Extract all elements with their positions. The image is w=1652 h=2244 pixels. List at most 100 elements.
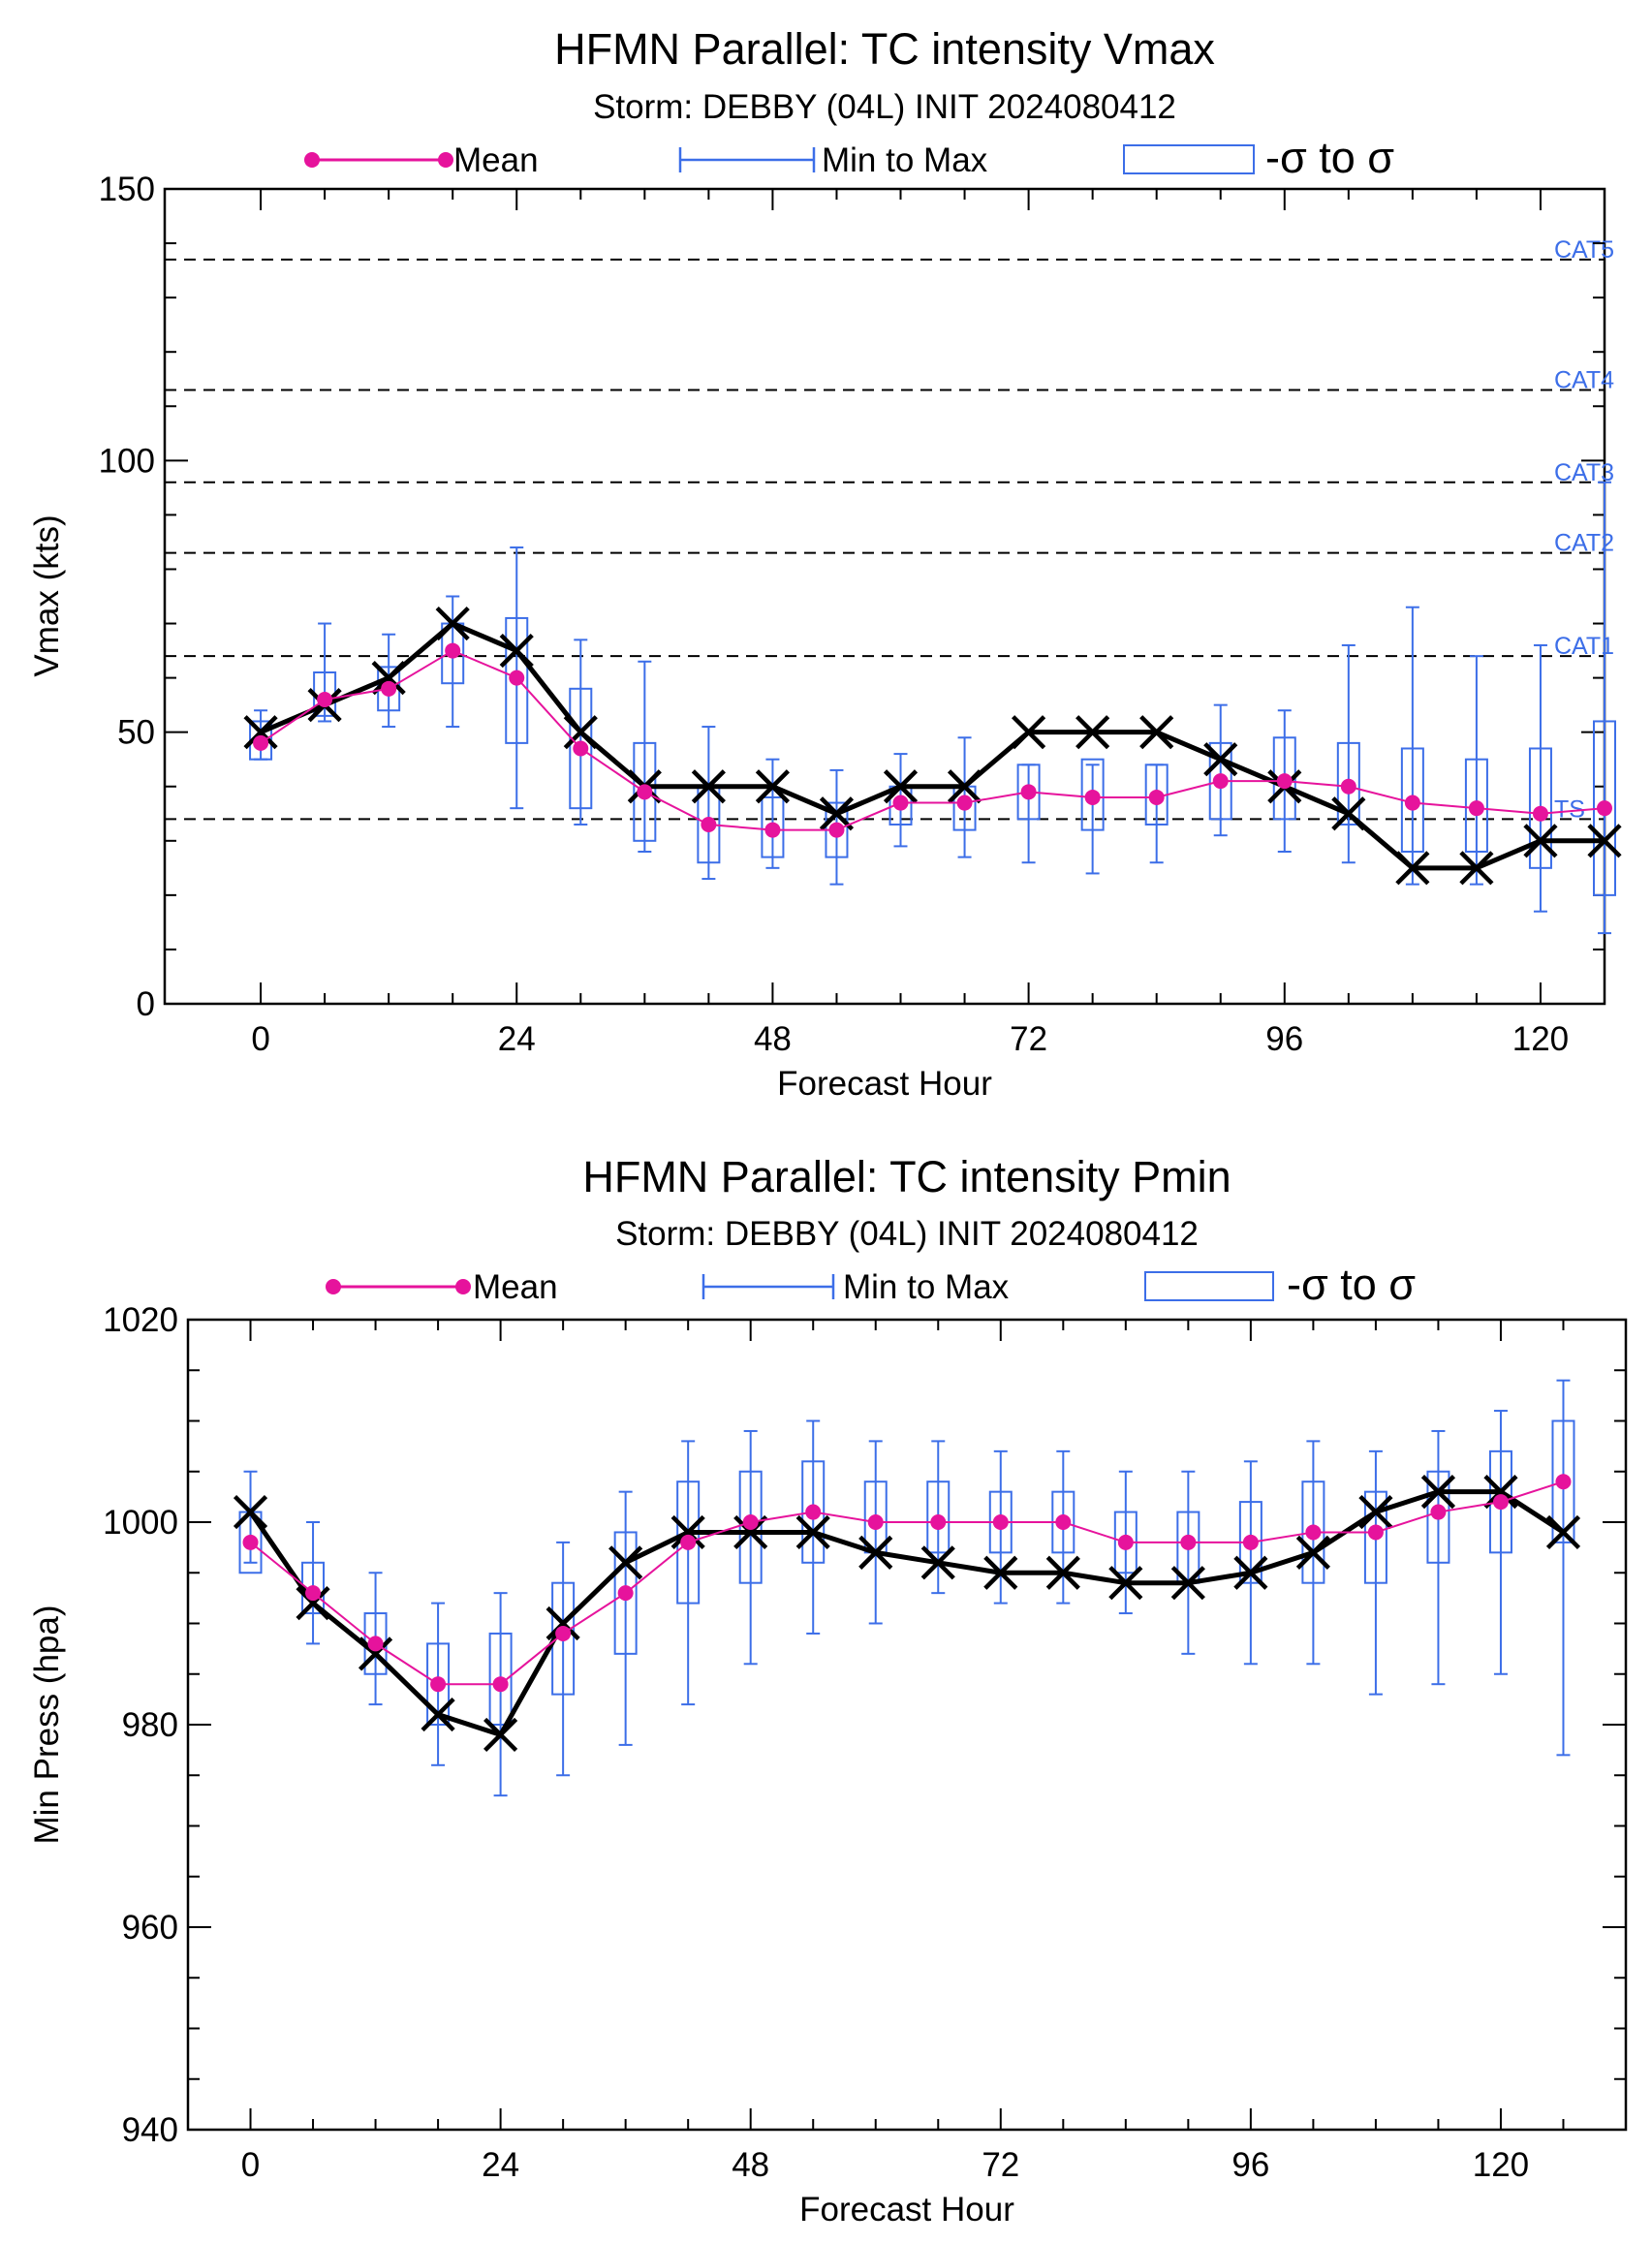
legend-sigma-label: -σ to σ <box>1287 1260 1416 1309</box>
mean-point <box>1532 805 1548 822</box>
legend-sigma-label: -σ to σ <box>1265 133 1394 182</box>
mean-point <box>764 822 781 838</box>
legend-mean-label: Mean <box>473 1268 558 1306</box>
observed-marker <box>1139 715 1174 750</box>
x-tick-label: 48 <box>732 2146 769 2184</box>
legend-mean-label: Mean <box>453 141 539 179</box>
x-tick-label: 96 <box>1265 1020 1303 1058</box>
observed-marker <box>1108 1566 1143 1601</box>
mean-point <box>637 784 653 800</box>
observed-marker <box>1459 851 1494 886</box>
sigma-box <box>738 1470 763 1584</box>
mean-point <box>742 1514 759 1530</box>
sigma-box <box>761 795 785 858</box>
mean-point <box>253 734 269 751</box>
mean-point <box>1084 789 1101 805</box>
y-tick-label: 150 <box>99 171 155 208</box>
mean-point <box>1020 784 1037 800</box>
observed-marker <box>920 1545 955 1580</box>
mean-point <box>573 740 589 757</box>
legend-mean-marker <box>326 1279 341 1294</box>
pmin-chart-subtitle: Storm: DEBBY (04L) INIT 2024080412 <box>615 1215 1199 1253</box>
observed-marker <box>233 1494 268 1530</box>
observed-marker <box>795 1514 830 1550</box>
observed-marker <box>1203 742 1238 777</box>
mean-point <box>1404 795 1420 811</box>
sigma-box <box>1528 747 1552 869</box>
observed-marker <box>1587 824 1622 858</box>
observed-marker <box>1523 824 1558 858</box>
y-tick-label: 1020 <box>103 1301 178 1339</box>
pmin-series <box>233 1379 1581 1797</box>
mean-point <box>445 642 461 659</box>
observed-marker <box>1170 1566 1205 1601</box>
vmax-chart: HFMN Parallel: TC intensity Vmax Storm: … <box>28 24 1622 1103</box>
mean-point <box>509 670 525 686</box>
mean-point <box>317 692 333 708</box>
mean-point <box>1492 1494 1509 1511</box>
observed-marker <box>608 1545 643 1580</box>
observed-line <box>260 621 1605 871</box>
mean-point <box>381 680 397 697</box>
observed-marker <box>1045 1555 1080 1590</box>
observed-marker <box>1233 1555 1268 1590</box>
mean-point <box>892 795 909 811</box>
mean-point <box>492 1676 509 1693</box>
mean-point <box>555 1625 572 1641</box>
pmin-plot-frame <box>186 1318 1628 2132</box>
observed-marker <box>858 1535 893 1570</box>
mean-point <box>1367 1524 1384 1541</box>
observed-marker <box>1012 715 1046 750</box>
observed-marker <box>755 769 791 804</box>
mean-point <box>1117 1534 1134 1550</box>
legend-mean-marker <box>455 1279 471 1294</box>
vmax-plot-frame <box>163 187 1606 1006</box>
x-tick-label: 72 <box>1010 1020 1047 1058</box>
mean-point <box>1555 1474 1572 1490</box>
sigma-box <box>1336 741 1360 826</box>
mean-point <box>680 1534 697 1550</box>
observed-marker <box>358 1636 393 1671</box>
mean-point <box>1242 1534 1259 1550</box>
sigma-box <box>1426 1470 1450 1564</box>
x-tick-label: 0 <box>241 2146 260 2184</box>
category-label: CAT4 <box>1554 366 1614 393</box>
sigma-box <box>1551 1419 1575 1543</box>
observed-marker <box>1295 1535 1330 1570</box>
y-tick-label: 960 <box>122 1909 178 1947</box>
vmax-axes: 0 24 48 72 96 120 0 50 100 150 <box>99 171 1605 1058</box>
observed-marker <box>670 1514 705 1550</box>
observed-marker <box>1545 1514 1581 1550</box>
observed-marker <box>483 1717 518 1753</box>
observed-marker <box>947 769 982 804</box>
observed-marker <box>296 1586 330 1621</box>
y-tick-label: 50 <box>117 714 155 752</box>
sigma-box <box>801 1460 826 1564</box>
mean-point <box>1180 1534 1197 1550</box>
observed-marker <box>983 1555 1018 1590</box>
observed-marker <box>1358 1494 1393 1530</box>
y-tick-label: 1000 <box>103 1504 178 1542</box>
sigma-box <box>1080 758 1105 831</box>
mean-point <box>930 1514 947 1530</box>
pmin-axes: 0 24 48 72 96 120 940 960 980 1000 1020 <box>103 1301 1627 2184</box>
pmin-chart-title: HFMN Parallel: TC intensity Pmin <box>582 1152 1231 1201</box>
legend-mean-marker <box>438 152 453 168</box>
mean-point <box>828 822 845 838</box>
x-tick-label: 48 <box>754 1020 792 1058</box>
y-tick-label: 980 <box>122 1706 178 1744</box>
mean-point <box>1468 800 1484 817</box>
y-tick-label: 0 <box>137 985 155 1023</box>
sigma-box <box>488 1632 513 1726</box>
observed-marker <box>883 769 919 804</box>
mean-point <box>1305 1524 1322 1541</box>
vmax-x-axis-label: Forecast Hour <box>777 1065 992 1103</box>
observed-marker <box>243 715 278 750</box>
observed-marker <box>1331 796 1366 831</box>
observed-marker <box>1075 715 1110 750</box>
y-tick-label: 940 <box>122 2111 178 2149</box>
legend-sigma-box <box>1123 144 1255 174</box>
legend-minmax-label: Min to Max <box>843 1268 1010 1306</box>
x-tick-label: 0 <box>251 1020 269 1058</box>
